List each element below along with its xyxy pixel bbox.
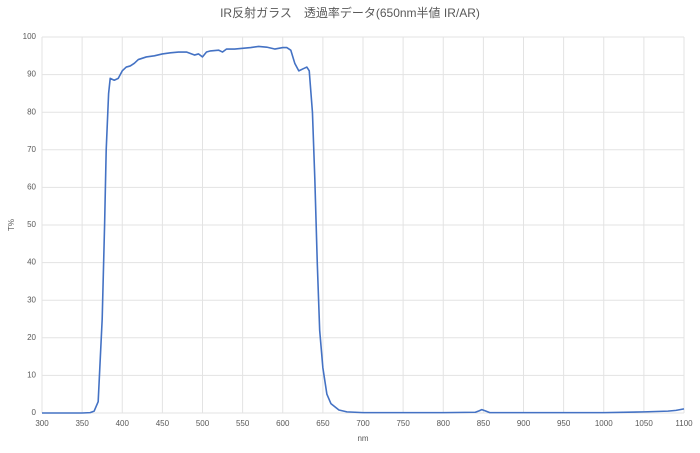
y-tick-label: 70	[27, 145, 36, 154]
y-tick-label: 80	[27, 107, 36, 116]
x-tick-label: 450	[156, 419, 170, 428]
x-tick-label: 700	[356, 419, 370, 428]
x-tick-label: 1100	[675, 419, 693, 428]
x-tick-label: 650	[316, 419, 330, 428]
x-tick-label: 550	[236, 419, 250, 428]
y-axis-label: T%	[7, 219, 16, 231]
y-tick-label: 90	[27, 70, 36, 79]
y-tick-label: 40	[27, 258, 36, 267]
x-tick-label: 900	[517, 419, 531, 428]
y-tick-label: 10	[27, 371, 36, 380]
x-tick-label: 600	[276, 419, 290, 428]
x-tick-label: 750	[396, 419, 410, 428]
chart-title: IR反射ガラス 透過率データ(650nm半値 IR/AR)	[220, 5, 480, 20]
x-tick-label: 300	[35, 419, 49, 428]
x-tick-label: 850	[477, 419, 491, 428]
x-tick-label: 800	[437, 419, 451, 428]
y-tick-label: 30	[27, 295, 36, 304]
x-tick-label: 400	[116, 419, 130, 428]
y-tick-label: 20	[27, 333, 36, 342]
x-tick-label: 500	[196, 419, 210, 428]
y-tick-label: 100	[23, 32, 37, 41]
y-tick-label: 60	[27, 183, 36, 192]
x-axis-label: nm	[357, 434, 368, 443]
x-tick-label: 1050	[635, 419, 653, 428]
data-line	[42, 45, 685, 414]
x-tick-label: 1000	[595, 419, 613, 428]
y-tick-label: 0	[32, 408, 37, 417]
x-tick-label: 350	[75, 419, 89, 428]
y-tick-label: 50	[27, 220, 36, 229]
x-tick-label: 950	[557, 419, 571, 428]
